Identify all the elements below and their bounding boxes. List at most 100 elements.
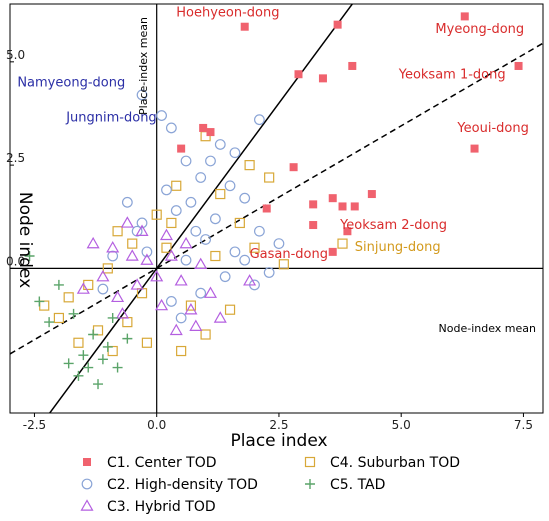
data-point — [122, 333, 133, 344]
data-point — [150, 269, 164, 282]
point-label: Yeoksam 1-dong — [398, 67, 506, 82]
data-point — [96, 269, 110, 282]
data-point — [224, 304, 236, 315]
legend-label: C5. TAD — [330, 477, 385, 493]
data-point — [205, 155, 216, 167]
data-point — [328, 194, 337, 203]
legend-item: C3. Hybrid TOD — [80, 499, 216, 515]
data-point — [161, 242, 172, 253]
data-point — [175, 312, 187, 324]
data-point — [53, 279, 64, 290]
data-point — [214, 139, 226, 150]
data-point — [273, 238, 285, 250]
data-point — [177, 144, 186, 153]
legend-marker — [304, 456, 316, 468]
data-point — [171, 180, 182, 191]
data-point — [120, 216, 134, 228]
data-point — [244, 160, 255, 171]
data-point — [185, 196, 197, 208]
data-point — [190, 225, 202, 237]
legend-marker — [83, 458, 91, 466]
data-point — [337, 238, 348, 249]
data-point — [73, 370, 84, 381]
y-tick-label: 5.0 — [6, 48, 25, 62]
data-point — [239, 192, 251, 204]
data-point — [83, 279, 94, 291]
point-label: Namyeong-dong — [17, 76, 125, 91]
data-point — [203, 286, 218, 298]
data-point — [93, 379, 104, 390]
data-point — [249, 242, 260, 253]
data-point — [176, 345, 187, 357]
data-point — [165, 296, 177, 307]
vertical-mean-label: Place-index mean — [137, 17, 150, 115]
data-point — [229, 147, 241, 159]
data-point — [92, 325, 104, 336]
data-point — [112, 362, 123, 373]
legend-marker — [80, 499, 94, 511]
data-point — [130, 278, 144, 290]
data-point — [73, 337, 84, 348]
data-point — [24, 251, 35, 262]
point-label: Yeoui-dong — [456, 121, 528, 136]
data-point — [185, 300, 197, 311]
data-point — [229, 246, 241, 258]
data-point — [243, 274, 257, 286]
data-point — [343, 227, 352, 236]
data-point — [240, 22, 249, 31]
x-axis-title: Place index — [230, 431, 327, 451]
data-point — [141, 246, 153, 258]
series-5 — [24, 251, 133, 390]
data-point — [166, 217, 177, 229]
data-point — [122, 317, 133, 328]
reference-line-dashed — [10, 42, 543, 355]
data-point — [262, 204, 271, 213]
data-point — [206, 128, 215, 137]
data-point — [309, 200, 318, 209]
plot-frame — [9, 3, 544, 414]
data-point — [83, 362, 94, 373]
data-point — [234, 217, 245, 229]
data-point — [131, 225, 143, 237]
data-point — [350, 202, 359, 211]
data-point — [136, 217, 148, 229]
data-point — [179, 236, 193, 249]
legend: C1. Center TOD C2. High-density TOD C3. Hy… — [80, 455, 460, 515]
data-point — [213, 311, 227, 323]
data-point — [115, 307, 130, 319]
data-point — [97, 283, 109, 295]
y-tick-label: 0.0 — [6, 254, 25, 268]
data-point — [215, 188, 226, 200]
legend-label: C3. Hybrid TOD — [107, 499, 216, 515]
data-point — [318, 74, 327, 83]
legend-marker — [305, 479, 315, 489]
data-point — [107, 312, 118, 323]
data-point — [219, 271, 231, 283]
data-point — [199, 123, 208, 132]
data-point — [102, 263, 113, 274]
data-point — [107, 345, 118, 357]
y-axis-title: Node index — [15, 192, 35, 288]
data-point — [460, 12, 469, 21]
data-point — [184, 303, 198, 315]
data-point — [200, 329, 211, 340]
data-point — [111, 290, 125, 303]
data-point — [174, 274, 188, 286]
data-point — [135, 224, 149, 236]
point-label: Myeong-dong — [435, 22, 524, 37]
data-point — [164, 249, 178, 261]
data-point — [253, 225, 265, 237]
data-point — [159, 228, 174, 241]
data-point — [170, 205, 182, 216]
point-label: Gasan-dong — [250, 247, 328, 262]
plot-border — [9, 3, 544, 414]
data-point — [224, 180, 236, 192]
data-point — [68, 308, 79, 319]
point-label: Sinjung-dong — [355, 240, 441, 255]
legend-label: C2. High-density TOD — [107, 477, 258, 493]
data-point — [333, 20, 342, 29]
legend-label: C1. Center TOD — [107, 455, 217, 471]
data-point — [264, 172, 275, 183]
data-point — [210, 250, 221, 262]
data-point — [189, 319, 203, 331]
